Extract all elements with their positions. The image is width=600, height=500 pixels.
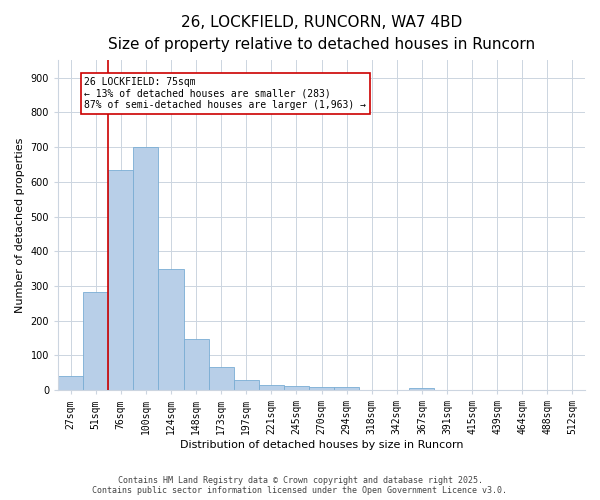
Bar: [309, 386, 334, 390]
Text: 26 LOCKFIELD: 75sqm
← 13% of detached houses are smaller (283)
87% of semi-detac: 26 LOCKFIELD: 75sqm ← 13% of detached ho…: [85, 77, 367, 110]
Bar: [58, 376, 83, 390]
Bar: [158, 268, 184, 390]
Bar: [108, 170, 133, 390]
Bar: [83, 292, 108, 390]
Text: Contains HM Land Registry data © Crown copyright and database right 2025.
Contai: Contains HM Land Registry data © Crown c…: [92, 476, 508, 495]
Bar: [234, 380, 259, 390]
Bar: [284, 386, 309, 390]
Bar: [334, 388, 359, 390]
Bar: [409, 388, 434, 390]
Bar: [209, 366, 234, 390]
Title: 26, LOCKFIELD, RUNCORN, WA7 4BD
Size of property relative to detached houses in : 26, LOCKFIELD, RUNCORN, WA7 4BD Size of …: [108, 15, 535, 52]
Bar: [184, 339, 209, 390]
Bar: [133, 147, 158, 390]
X-axis label: Distribution of detached houses by size in Runcorn: Distribution of detached houses by size …: [180, 440, 463, 450]
Y-axis label: Number of detached properties: Number of detached properties: [15, 138, 25, 313]
Bar: [259, 385, 284, 390]
